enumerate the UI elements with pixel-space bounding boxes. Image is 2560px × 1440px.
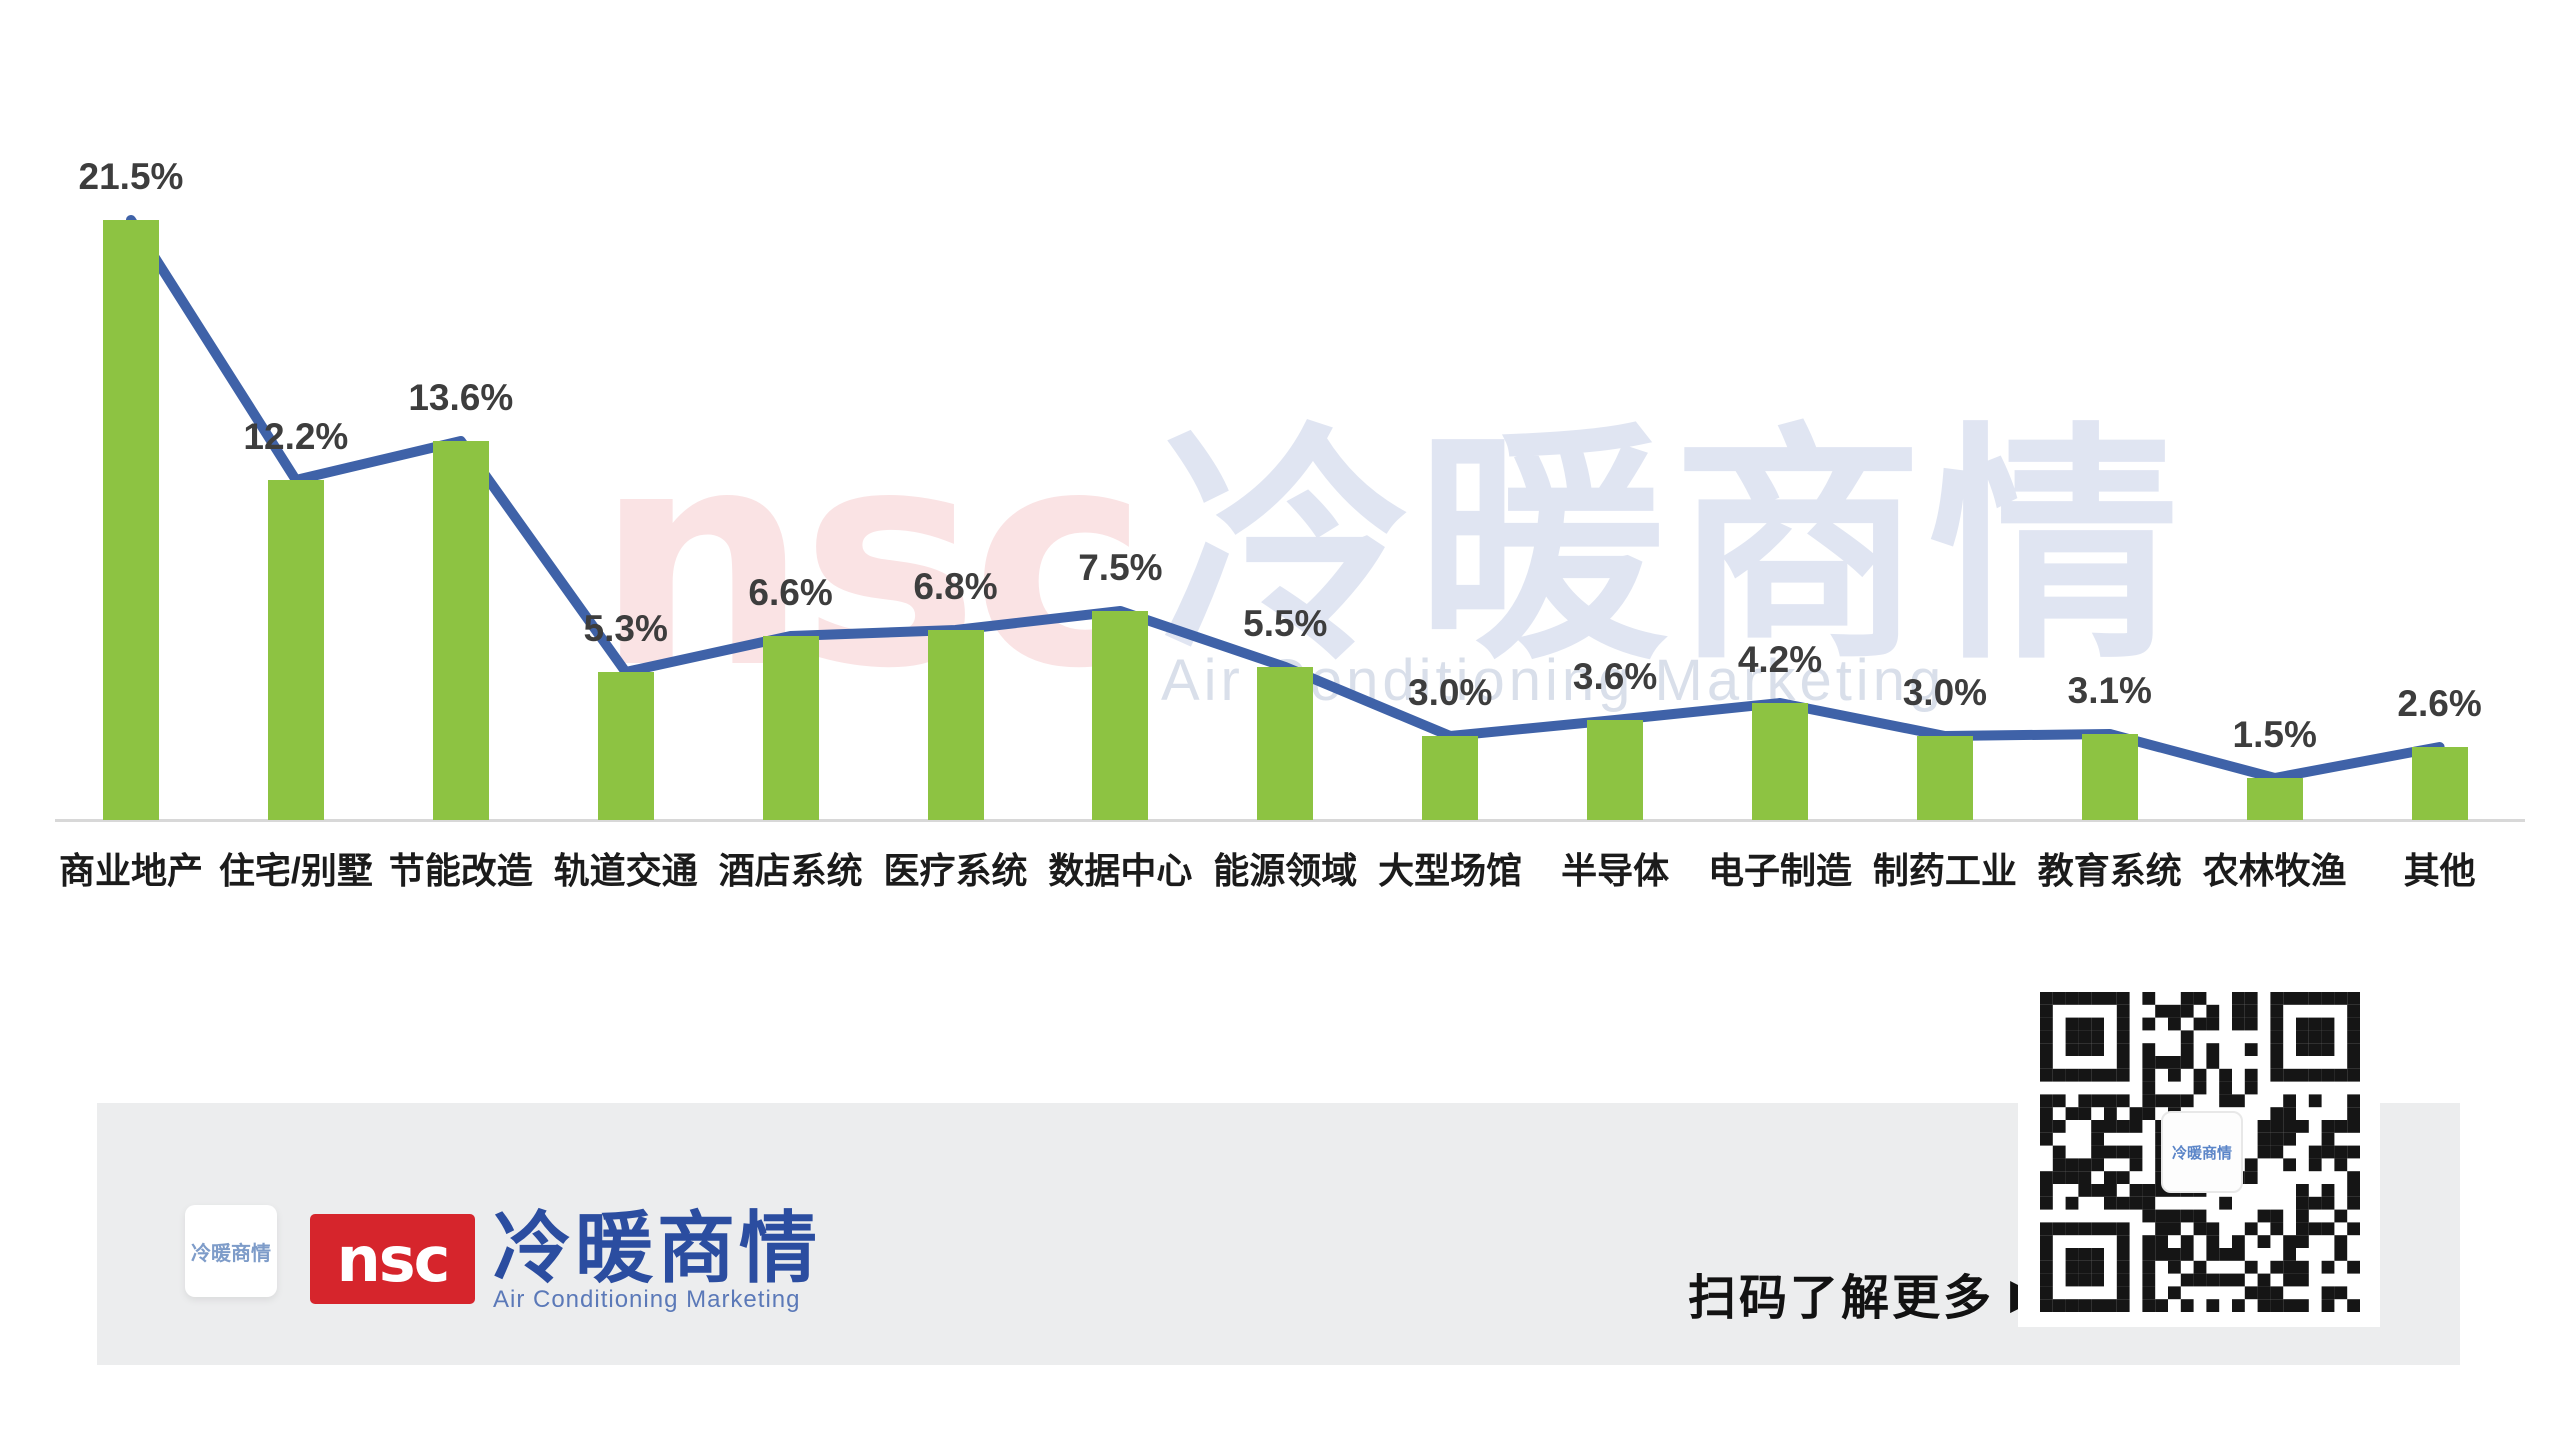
bar-轨道交通 [597, 672, 654, 820]
category-label: 商业地产 [58, 850, 203, 891]
category-label: 电子制造 [1707, 850, 1852, 891]
bar-制药工业 [1916, 736, 1973, 820]
bar-其他 [2411, 747, 2468, 820]
category-label: 农林牧渔 [2202, 850, 2347, 891]
value-label: 4.2% [1737, 639, 1823, 680]
bar-商业地产 [103, 220, 159, 820]
category-label: 住宅/别墅 [218, 850, 373, 891]
category-label: 教育系统 [2037, 850, 2182, 891]
value-label: 5.3% [583, 608, 668, 649]
bar-能源领域 [1257, 667, 1314, 820]
category-label: 大型场馆 [1378, 850, 1523, 891]
qr-code-card: 冷暖商情 [2018, 975, 2380, 1327]
scan-cta: 扫码了解更多 ▶ [1688, 1258, 2042, 1328]
category-label: 数据中心 [1048, 850, 1193, 891]
value-label: 12.2% [243, 416, 349, 457]
qr-center-logo-text: 冷暖商情 [2171, 1144, 2232, 1162]
bar-大型场馆 [1422, 736, 1479, 820]
value-label: 6.8% [913, 566, 998, 607]
footer-logo: nsc 冷暖商情 Air Conditioning Marketing [310, 1208, 821, 1314]
bar-酒店系统 [762, 636, 819, 820]
category-label: 制药工业 [1872, 850, 2017, 891]
scan-cta-text: 扫码了解更多 [1688, 1272, 1995, 1325]
footer-brand-name: 冷暖商情 [493, 1204, 822, 1292]
qr-code [2040, 992, 2360, 1317]
value-label: 13.6% [408, 377, 514, 418]
nsc-logo-text: nsc [336, 1222, 451, 1296]
bar-节能改造 [432, 441, 489, 820]
category-label: 医疗系统 [883, 850, 1028, 891]
value-label: 6.6% [748, 572, 833, 613]
bar-教育系统 [2081, 734, 2138, 820]
value-label: 3.0% [1902, 672, 1988, 713]
category-label: 半导体 [1561, 850, 1670, 891]
chart: 21.5% 商业地产 12.2% 住宅/别墅 13.6% 节能改造 5.3% 轨道交通 6.6%… [55, 156, 2525, 891]
value-label: 1.5% [2232, 714, 2317, 755]
value-label: 3.6% [1572, 656, 1658, 697]
value-label: 7.5% [1078, 547, 1163, 588]
bar-住宅/别墅 [267, 480, 324, 820]
qr-center-logo: 冷暖商情 [2161, 1111, 2243, 1193]
value-label: 2.6% [2397, 683, 2482, 724]
footer-brand-tagline: Air Conditioning Marketing [493, 1286, 801, 1313]
bar-农林牧渔 [2246, 778, 2303, 820]
bar-医疗系统 [927, 630, 984, 820]
bar-半导体 [1587, 720, 1644, 820]
category-label: 酒店系统 [718, 850, 863, 891]
value-label: 21.5% [78, 156, 184, 197]
bar-数据中心 [1092, 611, 1149, 820]
mini-logo-text: 冷暖商情 [191, 1242, 271, 1265]
mini-logo-card: 冷暖商情 [185, 1205, 277, 1297]
category-label: 节能改造 [388, 850, 533, 891]
category-label: 其他 [2403, 850, 2476, 891]
x-axis-line [55, 819, 2525, 822]
category-label: 轨道交通 [553, 850, 698, 891]
value-label: 5.5% [1243, 603, 1328, 644]
value-label: 3.1% [2067, 670, 2152, 711]
bar-电子制造 [1752, 703, 1808, 820]
value-label: 3.0% [1408, 672, 1493, 713]
nsc-logo-badge: nsc [310, 1214, 475, 1304]
category-label: 能源领域 [1213, 850, 1358, 891]
